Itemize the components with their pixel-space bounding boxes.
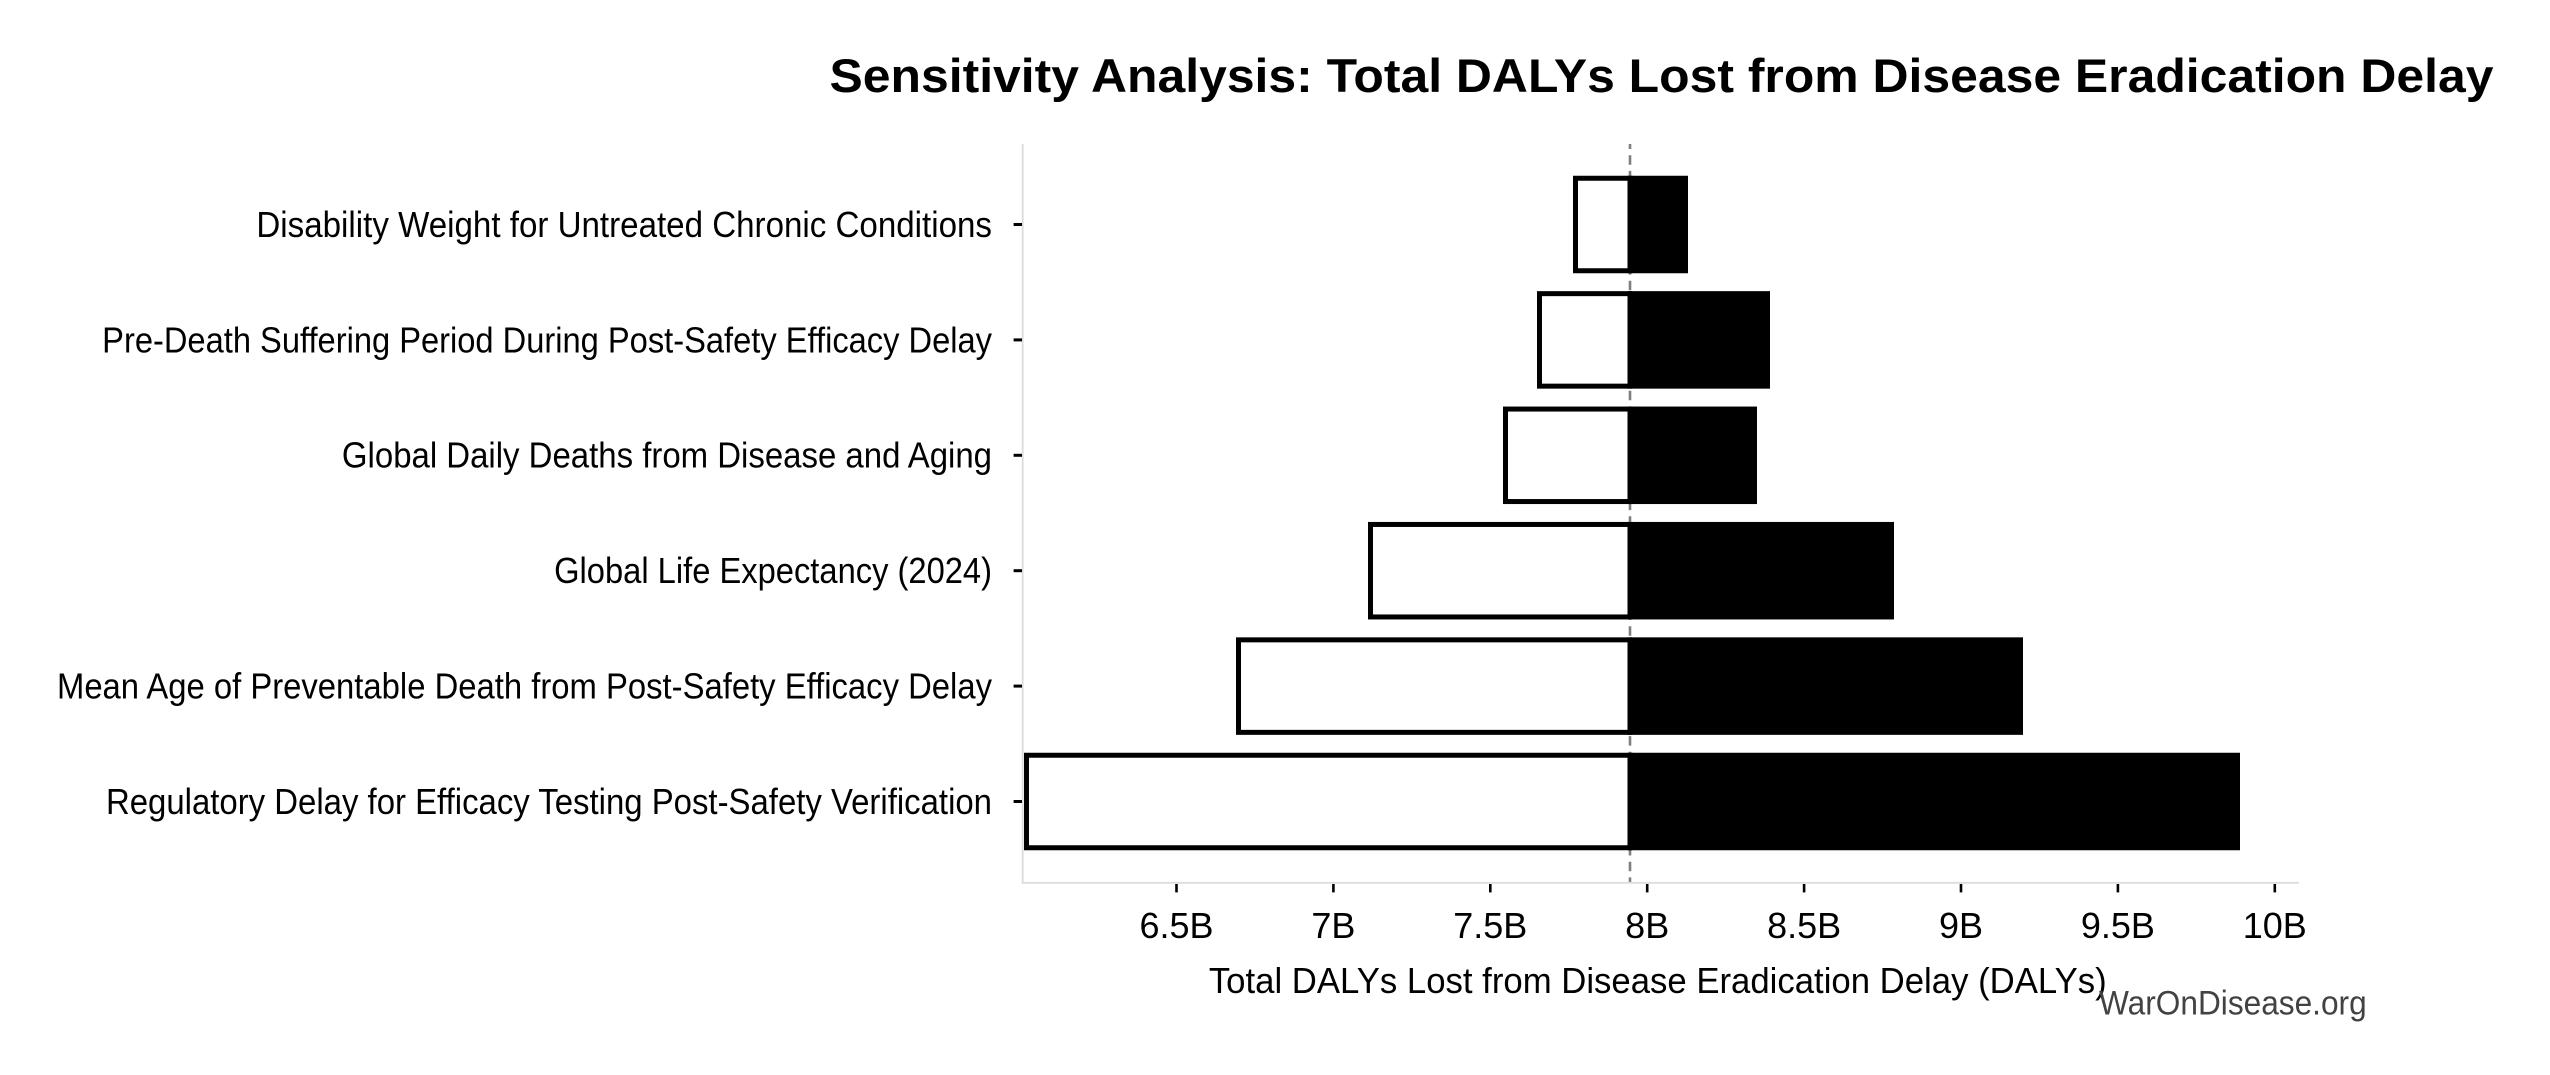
svg-text:Mean Age of Preventable Death: Mean Age of Preventable Death from Post-… [57, 667, 993, 707]
svg-text:Sensitivity Analysis: Total DA: Sensitivity Analysis: Total DALYs Lost f… [830, 50, 2494, 102]
svg-text:Pre-Death Suffering Period Dur: Pre-Death Suffering Period During Post-S… [102, 321, 993, 361]
svg-text:Total DALYs Lost from Disease: Total DALYs Lost from Disease Eradicatio… [1209, 961, 2107, 1001]
svg-text:8.5B: 8.5B [1767, 905, 1841, 946]
svg-text:6.5B: 6.5B [1139, 905, 1213, 946]
svg-text:Global Life Expectancy (2024): Global Life Expectancy (2024) [554, 552, 992, 592]
svg-text:Global Daily Deaths from Disea: Global Daily Deaths from Disease and Agi… [342, 436, 992, 476]
svg-text:8B: 8B [1625, 905, 1669, 946]
svg-text:9B: 9B [1939, 905, 1983, 946]
svg-text:7B: 7B [1311, 905, 1355, 946]
svg-text:WarOnDisease.org: WarOnDisease.org [2099, 984, 2367, 1022]
svg-text:10B: 10B [2243, 905, 2307, 946]
svg-text:Disability Weight for Untreate: Disability Weight for Untreated Chronic … [256, 206, 992, 246]
svg-text:Regulatory Delay for Efficacy: Regulatory Delay for Efficacy Testing Po… [106, 783, 992, 823]
svg-text:9.5B: 9.5B [2081, 905, 2155, 946]
svg-text:7.5B: 7.5B [1453, 905, 1527, 946]
